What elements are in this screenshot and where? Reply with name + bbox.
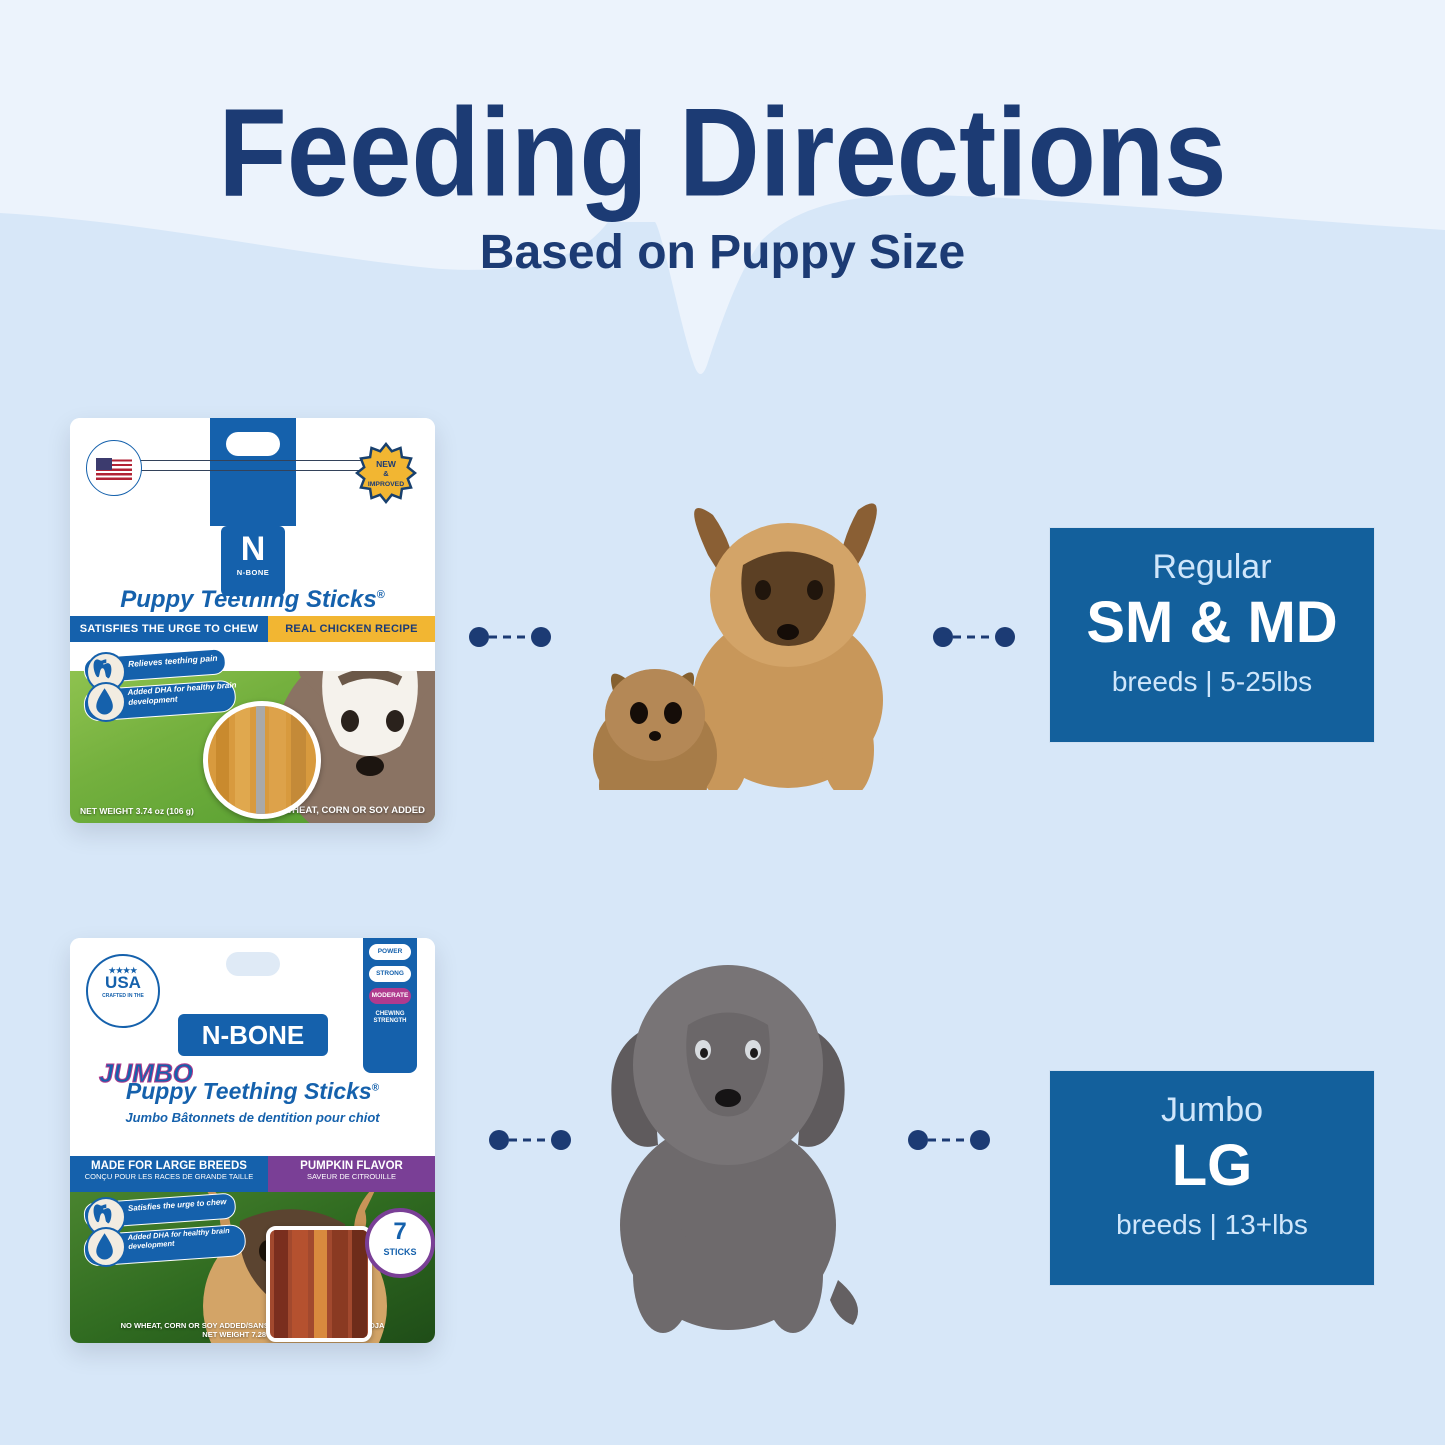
svg-text:&: & <box>383 469 389 478</box>
svg-text:NEW: NEW <box>376 459 397 469</box>
svg-text:IMPROVED: IMPROVED <box>368 481 404 488</box>
